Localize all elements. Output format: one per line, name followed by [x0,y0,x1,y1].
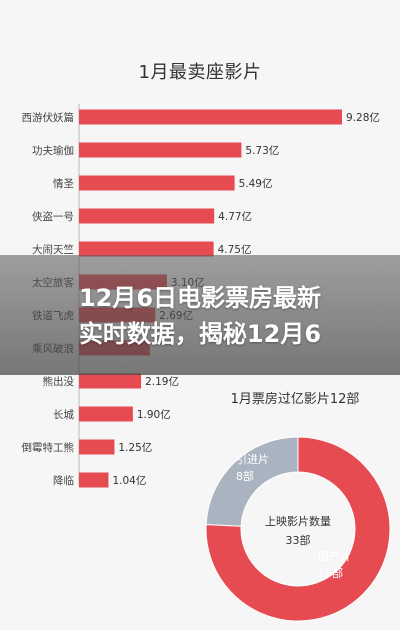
category-label: 倒霉特工熊 [22,441,75,454]
bar [79,142,242,158]
slice-name-label: 国产片 [318,549,351,563]
donut-slice [205,436,391,622]
value-label: 1.90亿 [137,408,171,421]
bar [79,472,109,488]
donut-center-value: 33部 [286,533,311,547]
category-label: 大闹天竺 [32,243,74,256]
category-label: 长城 [53,409,74,421]
value-label: 1.25亿 [118,441,152,454]
value-label: 4.77亿 [218,210,252,223]
bar-chart-title: 1月最卖座影片 [138,62,262,83]
bar [79,208,215,224]
category-label: 侠盗一号 [32,210,74,223]
bar [79,373,142,389]
headline: 12月6日电影票房最新 实时数据，揭秘12月6 [0,280,400,352]
donut-chart-title: 1月票房过亿影片12部 [230,392,360,407]
headline-line-2: 实时数据，揭秘12月6 [78,320,322,348]
slice-value-label: 8部 [236,469,254,483]
value-label: 4.75亿 [218,243,252,256]
category-label: 熊出没 [43,375,75,388]
bar [79,175,235,191]
category-label: 西游伏妖篇 [22,111,75,124]
value-label: 5.49亿 [239,177,273,190]
bar [79,109,342,125]
donut-center-label: 上映影片数量 [265,515,331,528]
value-label: 2.19亿 [145,375,179,388]
value-label: 5.73亿 [245,144,279,157]
category-label: 降临 [53,474,74,487]
bar [79,241,214,257]
headline-line-1: 12月6日电影票房最新 [78,284,322,312]
slice-value-label: 25部 [318,566,343,580]
value-label: 1.04亿 [112,474,146,487]
category-label: 情圣 [53,177,74,190]
headline-overlay [0,255,400,375]
value-label: 9.28亿 [346,111,380,124]
category-label: 功夫瑜伽 [32,144,74,157]
bar [79,439,115,455]
slice-name-label: 引进片 [236,452,269,466]
bar [79,406,133,422]
